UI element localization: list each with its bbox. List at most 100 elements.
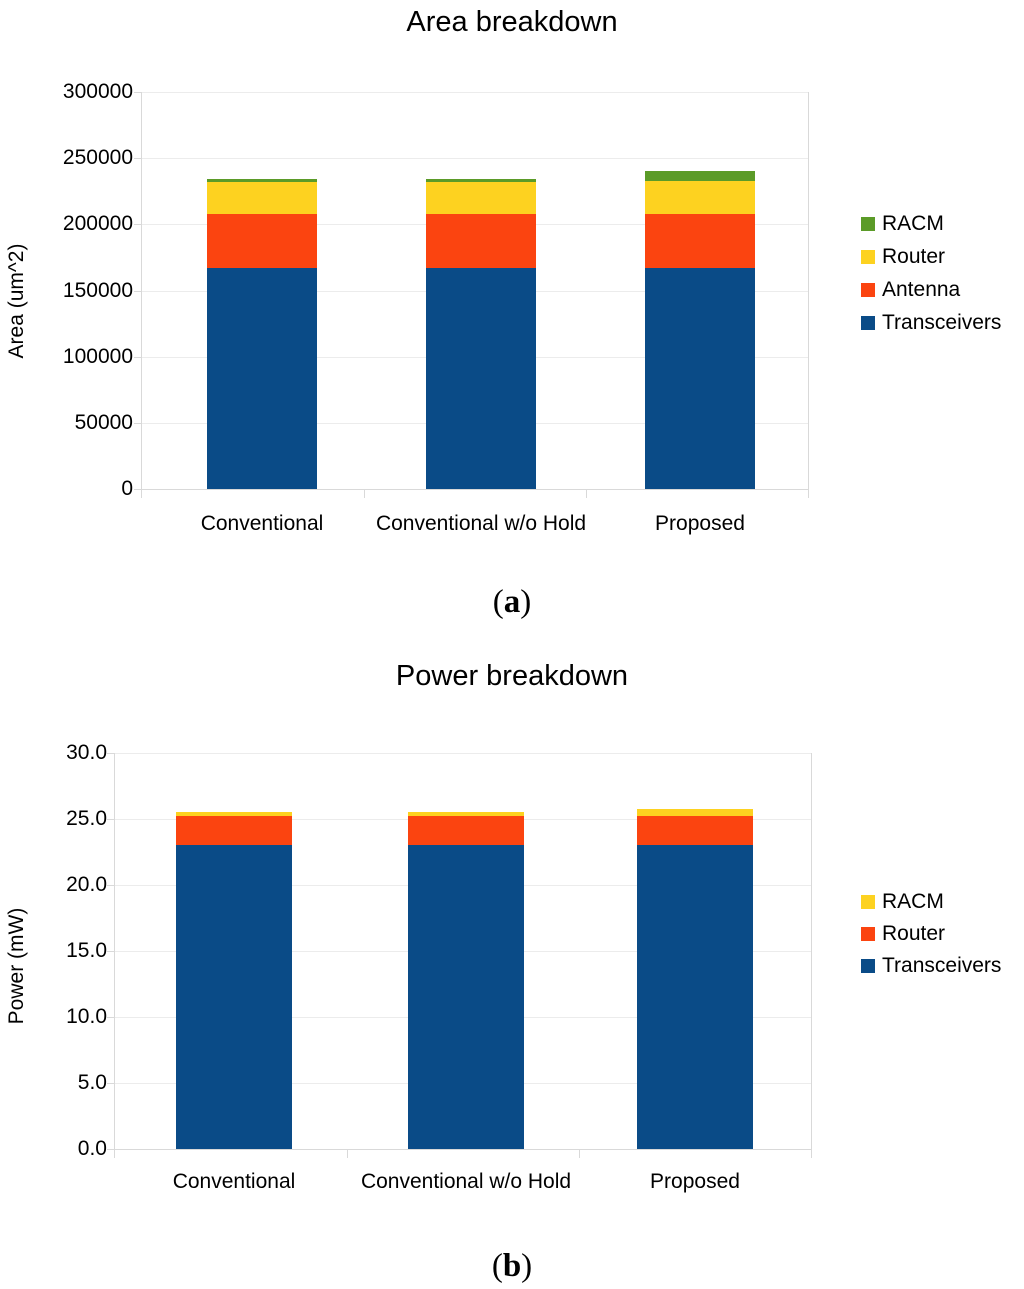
legend-item: Router	[861, 918, 1001, 950]
y-axis-tick	[107, 753, 115, 754]
bar-segment-router	[637, 816, 753, 846]
subfigure-label-b: (b)	[0, 1248, 1024, 1285]
bar-segment-router	[426, 181, 536, 214]
y-axis-tick	[107, 885, 115, 886]
legend-label: Router	[882, 922, 946, 945]
y-tick-label: 200000	[62, 212, 133, 235]
legend-swatch-antenna	[861, 282, 875, 297]
bar-segment-antenna	[207, 213, 317, 268]
chart-title-area: Area breakdown	[406, 6, 618, 38]
legend-item: Transceivers	[861, 950, 1001, 982]
x-axis-tick	[347, 1149, 348, 1158]
y-tick-label: 250000	[62, 146, 133, 169]
bar-conventional	[176, 753, 292, 1149]
bar-segment-antenna	[426, 213, 536, 268]
y-axis-tick	[107, 1083, 115, 1084]
legend: RACM Router Antenna Transceivers	[861, 207, 1001, 339]
bar-segment-racm	[408, 812, 524, 817]
legend-swatch-transceivers	[861, 315, 875, 330]
legend-label: Transceivers	[882, 310, 1002, 334]
bar-segment-router	[207, 181, 317, 214]
y-tick-label: 10.0	[66, 1005, 107, 1028]
x-category-label: Conventional w/o Hold	[375, 512, 587, 535]
caption-paren: )	[520, 584, 532, 620]
y-tick-label: 50000	[74, 411, 133, 434]
legend-swatch-router	[861, 249, 875, 264]
y-axis-tick	[134, 489, 142, 490]
y-tick-label: 25.0	[66, 807, 107, 830]
bar-segment-router	[176, 816, 292, 846]
bar-segment-transceivers	[426, 268, 536, 489]
caption-letter-a: a	[503, 584, 521, 620]
y-tick-label: 0.0	[77, 1137, 107, 1160]
legend-label: RACM	[882, 890, 944, 913]
y-tick-label: 30.0	[66, 741, 107, 764]
legend-item: Antenna	[861, 273, 1001, 306]
bar-segment-transceivers	[176, 845, 292, 1149]
plot-right-border	[811, 753, 812, 1158]
caption-letter-b: b	[502, 1248, 522, 1284]
caption-paren: (	[492, 584, 504, 620]
legend-swatch-transceivers	[861, 959, 875, 973]
legend-label: RACM	[882, 211, 944, 235]
bar-segment-router	[408, 816, 524, 846]
bar-segment-racm	[426, 178, 536, 182]
legend-swatch-racm	[861, 216, 875, 231]
gridline	[115, 1149, 811, 1150]
bar-segment-racm	[207, 178, 317, 182]
x-axis-tick	[364, 489, 365, 498]
y-axis-tick	[134, 357, 142, 358]
legend-label: Router	[882, 244, 946, 268]
y-tick-label: 100000	[62, 345, 133, 368]
y-axis-tick	[107, 951, 115, 952]
bar-segment-transceivers	[408, 845, 524, 1149]
x-category-label: Proposed	[650, 1170, 740, 1193]
y-tick-label: 15.0	[66, 939, 107, 962]
gridline	[115, 753, 811, 754]
bar-segment-racm	[176, 812, 292, 817]
y-axis-tick	[107, 1149, 115, 1150]
legend-swatch-racm	[861, 895, 875, 909]
y-axis-tick	[134, 158, 142, 159]
legend: RACM Router Transceivers	[861, 886, 1001, 982]
y-axis-tick	[134, 291, 142, 292]
y-axis-tick	[107, 819, 115, 820]
y-tick-label: 0	[121, 477, 133, 500]
legend-item: Router	[861, 240, 1001, 273]
bar-conventional-w-o-hold	[408, 753, 524, 1149]
bar-proposed	[637, 753, 753, 1149]
bar-segment-racm	[637, 808, 753, 817]
y-axis-tick	[134, 423, 142, 424]
legend-swatch-router	[861, 927, 875, 941]
chart-title-power: Power breakdown	[395, 660, 629, 692]
bar-conventional	[207, 92, 317, 489]
y-tick-label: 300000	[62, 80, 133, 103]
legend-item: Transceivers	[861, 306, 1001, 339]
bar-segment-transceivers	[207, 268, 317, 489]
y-axis-tick	[107, 1017, 115, 1018]
x-axis-tick	[586, 489, 587, 498]
plot-right-border	[808, 92, 809, 498]
gridline	[142, 92, 808, 93]
gridline	[142, 158, 808, 159]
y-axis-tick	[134, 224, 142, 225]
bar-segment-router	[645, 180, 755, 214]
bar-segment-transceivers	[645, 268, 755, 489]
caption-paren: )	[521, 1248, 533, 1284]
x-category-label: Conventional	[172, 1170, 296, 1193]
x-axis-tick	[579, 1149, 580, 1158]
legend-label: Antenna	[882, 277, 961, 301]
caption-paren: (	[491, 1248, 503, 1284]
y-tick-label: 150000	[62, 279, 133, 302]
y-tick-label: 20.0	[66, 873, 107, 896]
bar-proposed	[645, 92, 755, 489]
legend-item: RACM	[861, 207, 1001, 240]
bar-segment-antenna	[645, 213, 755, 268]
x-category-label: Conventional	[200, 512, 324, 535]
gridline	[142, 489, 808, 490]
y-axis-line	[114, 753, 115, 1158]
subfigure-label-a: (a)	[0, 584, 1024, 621]
